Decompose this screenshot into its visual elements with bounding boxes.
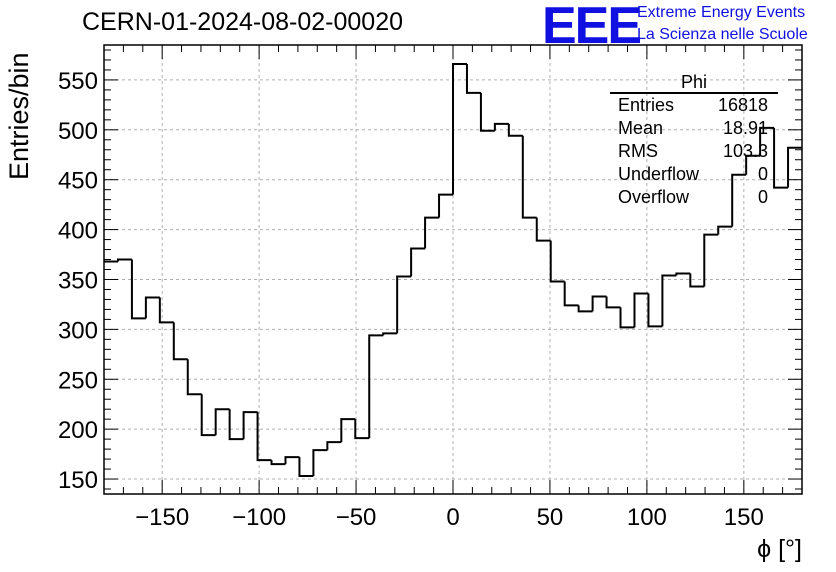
stats-value: 0 xyxy=(757,164,768,184)
histogram-bin xyxy=(605,296,621,309)
histogram-bin xyxy=(256,412,272,462)
histogram-bin xyxy=(228,409,244,441)
stats-value: 18.91 xyxy=(722,118,768,138)
histogram-bin xyxy=(354,419,370,440)
histogram-bin xyxy=(116,258,132,262)
histogram-bin xyxy=(521,135,537,219)
histogram-bin xyxy=(703,233,719,287)
histogram-bin xyxy=(396,275,412,334)
stats-row-overflow: Overflow 0 xyxy=(610,186,778,209)
y-tick-label: 250 xyxy=(58,367,98,394)
histogram-bin xyxy=(759,126,775,156)
histogram-bin xyxy=(214,408,230,436)
histogram-bin xyxy=(144,296,160,319)
histogram-bin xyxy=(661,274,677,327)
axes: −150 −100 −50 0 50 100 150 150 200 250 300 350 400 45… xyxy=(58,44,803,531)
histogram-bin xyxy=(186,359,202,396)
histogram-bin xyxy=(689,273,705,288)
histogram-bin xyxy=(340,418,356,443)
histogram-bin xyxy=(577,305,593,313)
histogram-bin xyxy=(563,281,579,307)
x-tick-label: 150 xyxy=(724,504,764,531)
stats-label: Entries xyxy=(618,95,675,115)
histogram-bin xyxy=(717,225,733,235)
x-tick-label: −100 xyxy=(232,504,286,531)
histogram-bin xyxy=(298,457,314,478)
y-tick-label: 150 xyxy=(58,467,98,494)
histogram-bin xyxy=(284,456,300,465)
y-tick-label: 350 xyxy=(58,267,98,294)
histogram-bin xyxy=(438,193,453,218)
x-axis-label: ϕ [°] xyxy=(757,535,802,563)
stats-title: Phi xyxy=(610,72,778,94)
histogram-bin xyxy=(326,441,342,451)
histogram-bin xyxy=(591,295,607,312)
histogram-bin xyxy=(172,322,188,361)
histogram-bin xyxy=(242,411,258,440)
histogram-bin xyxy=(424,216,440,249)
stats-row-underflow: Underflow 0 xyxy=(610,163,778,186)
brand-line-2: La Scienza nelle Scuole xyxy=(637,26,808,43)
histogram-bin xyxy=(479,92,495,132)
y-tick-label: 400 xyxy=(58,218,98,245)
histogram-bin xyxy=(535,217,551,242)
stats-label: RMS xyxy=(618,141,658,161)
histogram-bin xyxy=(312,449,328,477)
x-tick-label: −150 xyxy=(135,504,189,531)
y-tick-label: 200 xyxy=(58,417,98,444)
stats-label: Overflow xyxy=(618,187,690,207)
stats-value: 103.3 xyxy=(722,141,768,161)
y-axis-label: Entries/bin xyxy=(4,52,34,180)
histogram-bin xyxy=(773,127,789,189)
histogram-bin xyxy=(270,460,286,466)
x-tick-label: 0 xyxy=(446,504,459,531)
histogram-bin xyxy=(619,307,635,329)
stats-row-rms: RMS 103.3 xyxy=(610,140,778,163)
y-tick-label: 450 xyxy=(58,168,98,195)
histogram-bin xyxy=(549,240,565,283)
stats-label: Underflow xyxy=(618,164,700,184)
stats-row-entries: Entries 16818 xyxy=(610,94,778,117)
histogram-bin xyxy=(368,334,384,439)
stats-label: Mean xyxy=(618,118,664,138)
y-tick-label: 500 xyxy=(58,118,98,145)
brand-line-1: Extreme Energy Events xyxy=(637,4,806,21)
histogram-series xyxy=(104,62,802,478)
histogram-bin xyxy=(410,247,426,277)
stats-value: 16818 xyxy=(717,95,768,115)
histogram-bin xyxy=(507,123,523,137)
x-tick-label: −50 xyxy=(336,504,377,531)
stats-box: Phi Entries 16818 Mean 18.91 RMS 103.3 U… xyxy=(610,72,778,209)
y-tick-label: 550 xyxy=(58,68,98,95)
histogram-bin xyxy=(633,292,649,328)
stats-row-mean: Mean 18.91 xyxy=(610,117,778,140)
histogram-bin xyxy=(465,63,481,94)
y-tick-label: 300 xyxy=(58,317,98,344)
x-tick-label: 100 xyxy=(627,504,667,531)
stats-value: 0 xyxy=(757,187,768,207)
histogram-bin xyxy=(745,154,761,175)
histogram-bin xyxy=(675,272,691,276)
histogram-bin xyxy=(647,293,663,328)
histogram-bin xyxy=(200,394,216,437)
histogram-bin xyxy=(731,173,747,227)
histogram-bin xyxy=(452,62,467,195)
histogram-bin xyxy=(130,259,146,320)
histogram-bin xyxy=(787,146,802,188)
histogram-bin xyxy=(493,122,509,131)
eee-logo: EEE xyxy=(542,0,642,55)
histogram-bin xyxy=(382,332,398,336)
histogram-bin xyxy=(158,297,174,324)
run-title: CERN-01-2024-08-02-00020 xyxy=(82,8,404,36)
x-tick-label: 50 xyxy=(537,504,564,531)
